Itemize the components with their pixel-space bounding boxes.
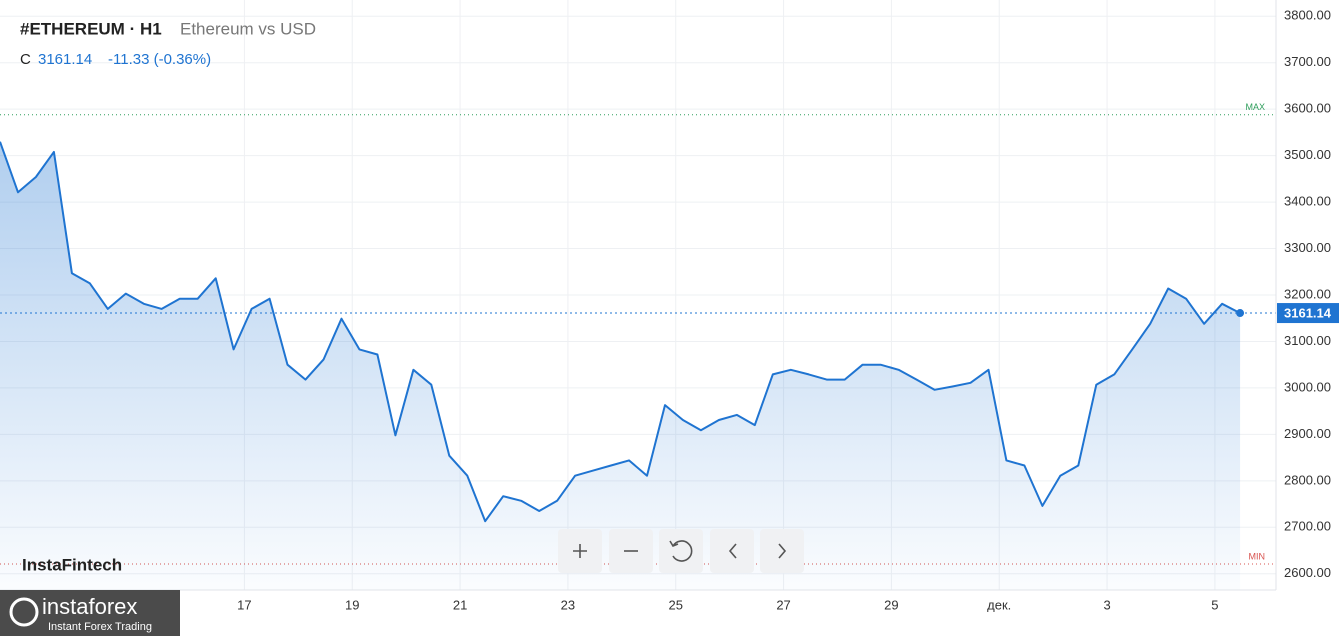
brand-logo: instaforex Instant Forex Trading [0, 590, 180, 636]
last-point [1236, 309, 1245, 318]
y-tick-label: 2900.00 [1284, 426, 1331, 441]
price-tag [1277, 303, 1339, 324]
y-tick-label: 3400.00 [1284, 194, 1331, 209]
y-tick-label: 2700.00 [1284, 519, 1331, 534]
axes: 2600.00 2700.00 2800.00 2900.00 3000.00 3100.… [237, 8, 1339, 612]
y-tick-label: 2800.00 [1284, 472, 1331, 487]
close-label: C [20, 51, 31, 68]
x-tick-label: 27 [776, 597, 790, 612]
price-line [0, 141, 1241, 523]
x-tick-label: 17 [237, 597, 251, 612]
y-tick-label: 3700.00 [1284, 54, 1331, 69]
right-icon [778, 543, 787, 559]
x-tick-label: 5 [1211, 597, 1218, 612]
y-tick-label: 3000.00 [1284, 379, 1331, 394]
y-tick-label: 3500.00 [1284, 147, 1331, 162]
y-tick-label: 3800.00 [1284, 8, 1331, 23]
reset-icon [669, 540, 693, 562]
area [0, 141, 1241, 590]
change: -11.33 (-0.36%) [108, 51, 211, 68]
left-icon [728, 543, 737, 559]
logo-icon [9, 597, 39, 627]
title: #ETHEREUM · H1 [20, 19, 162, 38]
x-tick-label: 23 [561, 597, 575, 612]
x-tick-label: 19 [345, 597, 359, 612]
plot [0, 141, 1276, 590]
y-tick-label: 3300.00 [1284, 240, 1331, 255]
y-tick-label: 3200.00 [1284, 286, 1331, 301]
brand-tagline: Instant Forex Trading [48, 621, 152, 633]
price-tag-label: 3161.14 [1284, 305, 1332, 320]
subtitle: Ethereum vs USD [180, 19, 316, 38]
y-tick-label: 3600.00 [1284, 101, 1331, 116]
x-tick-label: 21 [453, 597, 467, 612]
toolbar [558, 529, 804, 573]
scroll-right-button[interactable] [760, 529, 804, 573]
x-tick-label: 25 [669, 597, 683, 612]
y-tick-label: 3100.00 [1284, 333, 1331, 348]
y-tick-label: 2600.00 [1284, 565, 1331, 580]
x-tick-label: дек. [987, 597, 1011, 612]
x-tick-label: 3 [1103, 597, 1110, 612]
brand-name: instaforex [42, 594, 137, 619]
x-tick-label: 29 [884, 597, 898, 612]
level-label: MAX [1245, 102, 1265, 112]
close-value: 3161.14 [38, 51, 92, 68]
scroll-left-button[interactable] [710, 529, 754, 573]
logo-background [0, 590, 180, 636]
level-label: MIN [1249, 551, 1266, 561]
plus-icon [573, 544, 587, 558]
reset-button[interactable] [659, 529, 703, 573]
watermark: InstaFintech [22, 555, 122, 574]
